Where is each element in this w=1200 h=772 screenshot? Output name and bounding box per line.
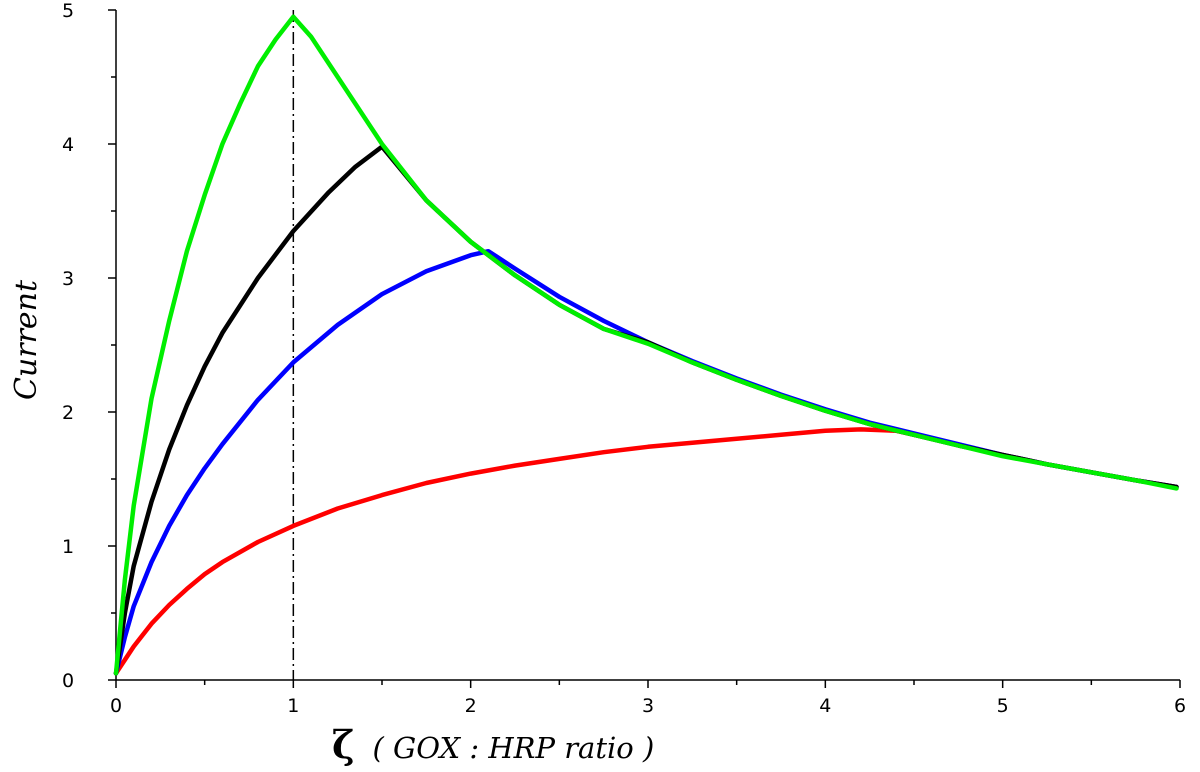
y-tick-label: 2 [62, 402, 74, 424]
y-tick-label: 4 [62, 134, 74, 156]
y-axis-label: Current [9, 279, 44, 400]
chart-axes: 0 1 2 3 4 5 6 0 1 2 3 4 5 [62, 0, 1186, 717]
series-line-3 [113, 144, 1179, 676]
y-tick-label: 3 [62, 268, 74, 290]
x-tick-label: 2 [465, 695, 477, 717]
x-tick-label: 0 [110, 695, 122, 717]
series-layer [113, 14, 1179, 676]
x-tick-label: 3 [642, 695, 654, 717]
y-tick-label: 0 [62, 670, 74, 692]
axis-labels: Current ζ ( GOX : HRP ratio ) [9, 279, 654, 767]
x-axis-label: ζ ( GOX : HRP ratio ) [332, 722, 654, 767]
y-tick-label: 5 [62, 0, 74, 22]
x-tick-label: 5 [997, 695, 1009, 717]
series-line-1 [113, 427, 1179, 676]
x-tick-label: 4 [819, 695, 831, 717]
x-tick-label: 1 [287, 695, 299, 717]
x-tick-label: 6 [1174, 695, 1186, 717]
series-line-4 [113, 14, 1179, 676]
x-axis-symbol: ζ [332, 722, 355, 767]
x-axis-title: ( GOX : HRP ratio ) [373, 731, 655, 765]
series-line-2 [113, 248, 1179, 676]
y-tick-label: 1 [62, 536, 74, 558]
